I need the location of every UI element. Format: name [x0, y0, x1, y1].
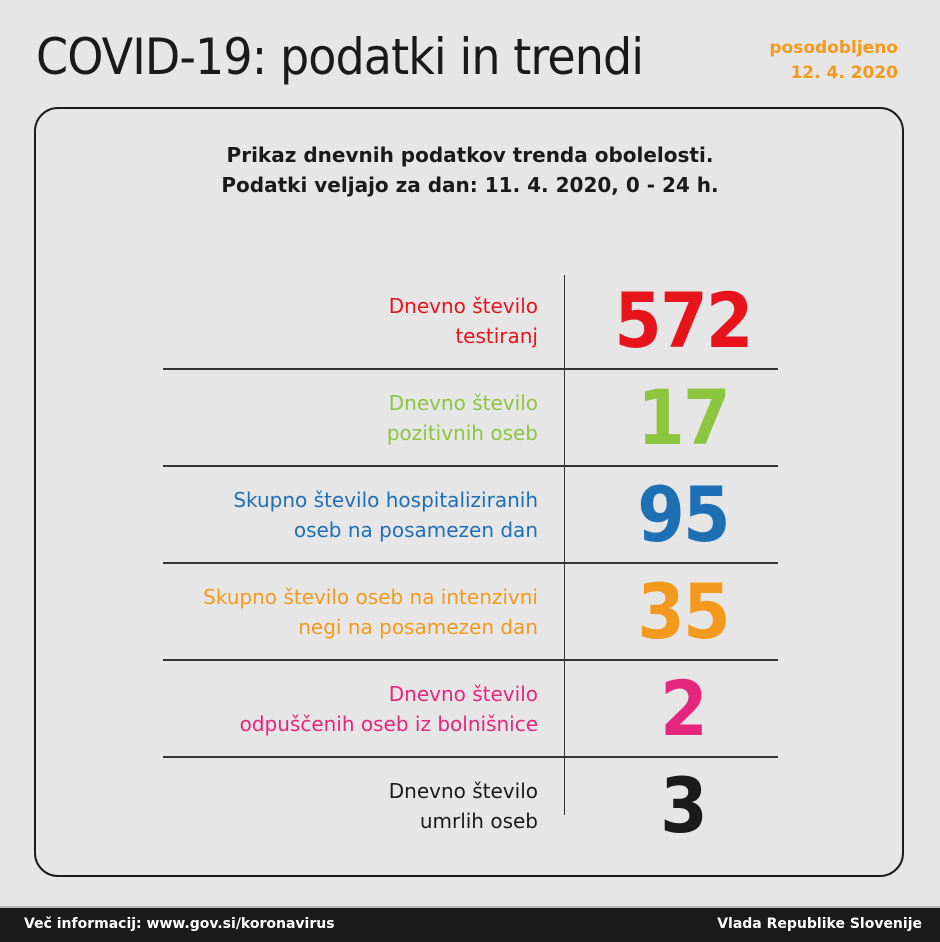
stat-value: 2 — [660, 664, 708, 753]
stat-value: 572 — [614, 276, 753, 365]
page-title: COVID-19: podatki in trendi — [36, 28, 644, 86]
subtitle-line-2: Podatki veljajo za dan: 11. 4. 2020, 0 -… — [221, 173, 719, 197]
stat-label: Dnevno število testiranj — [389, 273, 538, 368]
column-divider — [564, 275, 565, 815]
stat-value: 95 — [637, 470, 730, 559]
stat-label: Dnevno število umrlih oseb — [389, 758, 538, 853]
stat-label-line-1: Dnevno število — [388, 778, 538, 803]
stat-label-line-2: pozitivnih oseb — [386, 420, 538, 445]
stat-value: 35 — [637, 567, 730, 656]
more-info-link[interactable]: Več informacij: www.gov.si/koronavirus — [24, 916, 335, 932]
stat-label-line-1: Dnevno število — [388, 390, 538, 415]
stat-value: 17 — [637, 373, 730, 462]
updated-date: 12. 4. 2020 — [790, 63, 898, 83]
stat-label-line-2: testiranj — [455, 323, 538, 348]
subtitle: Prikaz dnevnih podatkov trenda obolelost… — [0, 140, 940, 200]
stat-row: Skupno število oseb na intenzivni negi na… — [163, 564, 778, 661]
organization-name: Vlada Republike Slovenije — [717, 916, 922, 932]
footer: Več informacij: www.gov.si/koronavirus V… — [0, 906, 940, 942]
stat-label-line-2: negi na posamezen dan — [298, 614, 538, 639]
stat-label-line-2: umrlih oseb — [419, 808, 538, 833]
updated-label: posodobljeno — [769, 38, 898, 58]
updated-info: posodobljeno 12. 4. 2020 — [769, 36, 898, 86]
data-card — [34, 107, 904, 877]
stat-label-line-1: Dnevno število — [388, 293, 538, 318]
stat-label-line-1: Dnevno število — [388, 681, 538, 706]
subtitle-line-1: Prikaz dnevnih podatkov trenda obolelost… — [226, 143, 714, 167]
stat-label: Skupno število hospitaliziranih oseb na p… — [233, 467, 538, 562]
stat-label: Dnevno število odpuščenih oseb iz bolnišn… — [240, 661, 538, 756]
stat-row: Dnevno število umrlih oseb 3 — [163, 758, 778, 855]
stat-value: 3 — [660, 761, 708, 850]
stat-row: Dnevno število odpuščenih oseb iz bolnišn… — [163, 661, 778, 758]
stat-label: Skupno število oseb na intenzivni negi na… — [203, 564, 538, 659]
stat-label-line-2: odpuščenih oseb iz bolnišnice — [239, 711, 538, 736]
stat-label: Dnevno število pozitivnih oseb — [387, 370, 538, 465]
stats-table: Dnevno število testiranj 572 Dnevno število… — [163, 273, 778, 855]
stat-label-line-1: Skupno število hospitaliziranih — [233, 487, 538, 512]
stat-label-line-2: oseb na posamezen dan — [293, 517, 538, 542]
stat-label-line-1: Skupno število oseb na intenzivni — [203, 584, 538, 609]
stat-row: Skupno število hospitaliziranih oseb na p… — [163, 467, 778, 564]
stat-row: Dnevno število pozitivnih oseb 17 — [163, 370, 778, 467]
stat-row: Dnevno število testiranj 572 — [163, 273, 778, 370]
